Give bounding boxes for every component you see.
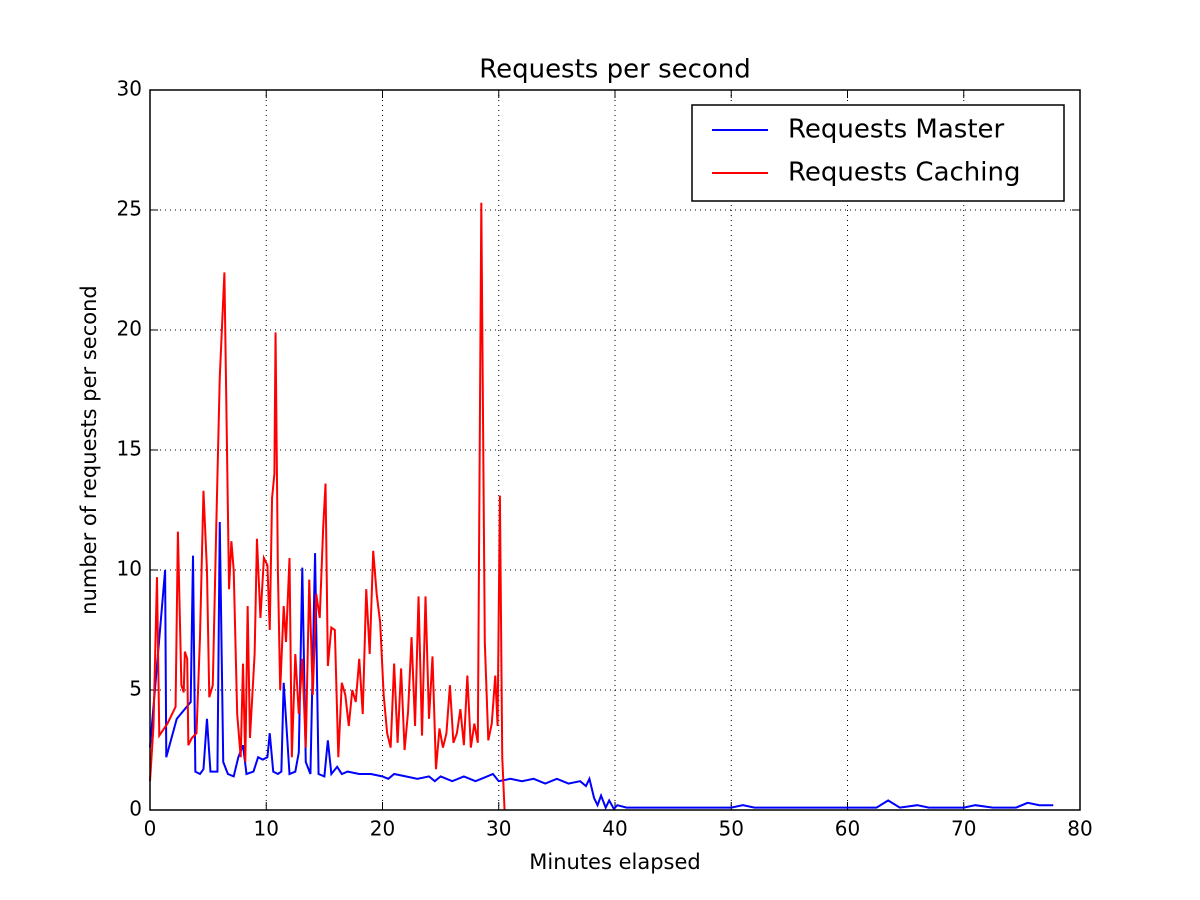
y-tick-label: 10: [117, 557, 142, 581]
x-axis-label: Minutes elapsed: [529, 850, 701, 874]
y-tick-label: 20: [117, 317, 142, 341]
x-tick-label: 20: [370, 817, 395, 841]
data-line: [149, 521, 1054, 811]
legend-label: Requests Master: [788, 115, 1005, 145]
legend-label: Requests Caching: [788, 158, 1021, 188]
plot-frame: [149, 89, 1081, 811]
y-tick-label: 25: [117, 197, 142, 221]
data-line: [149, 202, 506, 811]
x-tick-label: 30: [486, 817, 511, 841]
legend-box: [691, 104, 1065, 202]
x-tick-label: 70: [951, 817, 976, 841]
y-tick-label: 15: [117, 437, 142, 461]
x-tick-label: 40: [602, 817, 627, 841]
y-tick-label: 30: [117, 77, 142, 101]
y-tick-label: 0: [129, 797, 142, 821]
x-tick-label: 50: [719, 817, 744, 841]
y-tick-label: 5: [129, 677, 142, 701]
x-tick-label: 80: [1067, 817, 1092, 841]
y-axis-label: number of requests per second: [77, 285, 101, 614]
x-tick-label: 60: [835, 817, 860, 841]
x-tick-label: 10: [254, 817, 279, 841]
x-tick-label: 0: [144, 817, 157, 841]
chart-title: Requests per second: [479, 55, 751, 85]
